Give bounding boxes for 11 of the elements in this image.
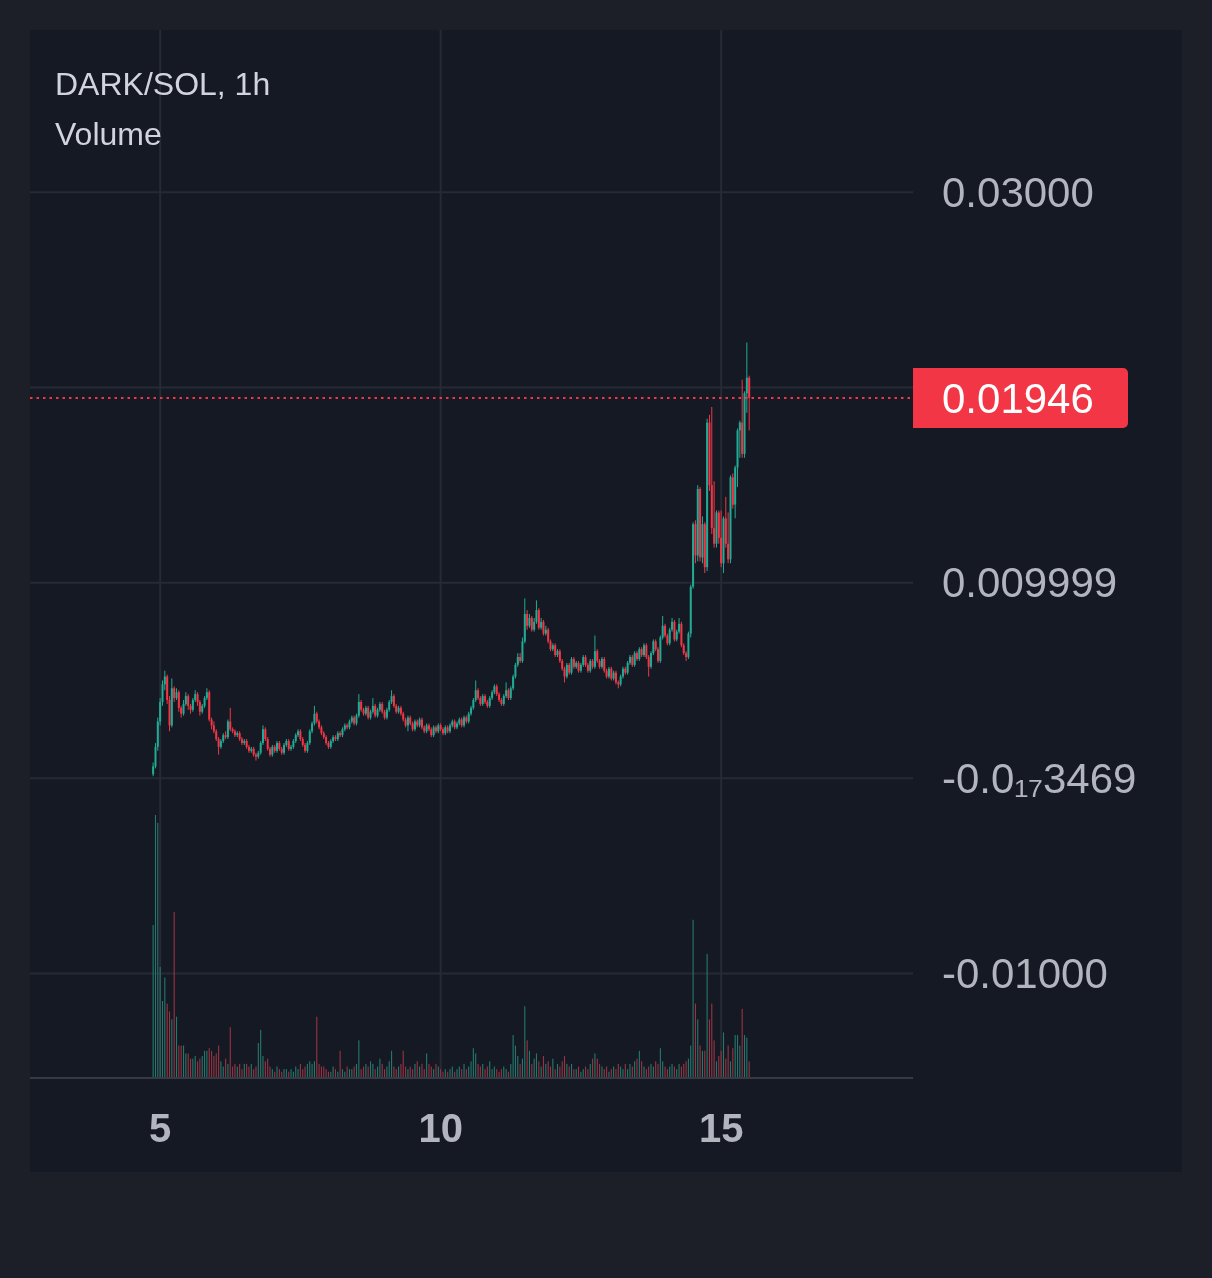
ref-line-label: 0.01946 <box>942 374 1094 422</box>
y-tick-label: -0.0₁₇3469 <box>942 754 1137 802</box>
candlestick <box>339 730 342 738</box>
text: DARK/SOL, 1h <box>55 66 271 102</box>
y-tick-label: -0.01000 <box>942 949 1108 997</box>
x-tick-label: 10 <box>418 1106 463 1150</box>
x-tick-label: 5 <box>149 1106 172 1150</box>
chart-title: Volume <box>55 116 162 152</box>
y-tick-label: 0.03000 <box>942 168 1094 216</box>
y-tick-label: 0.009999 <box>942 559 1118 607</box>
x-tick-label: 15 <box>698 1106 744 1150</box>
